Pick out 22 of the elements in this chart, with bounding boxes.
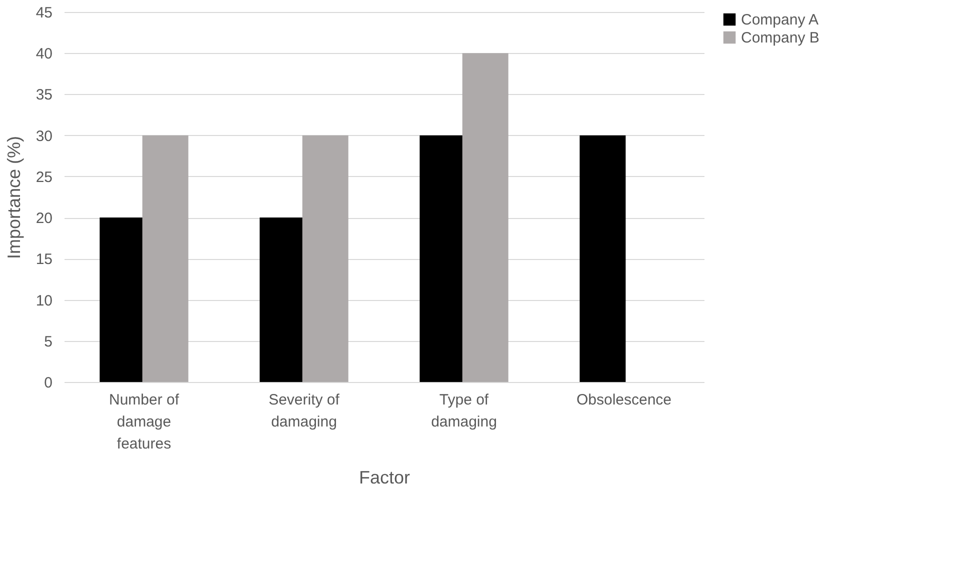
- y-tick-label: 35: [36, 86, 52, 104]
- y-tick-label: 20: [36, 210, 52, 228]
- y-tick-label: 45: [36, 4, 52, 22]
- y-tick-label: 5: [44, 333, 52, 350]
- x-tick-label: Number of damage features: [108, 392, 180, 452]
- x-tick-label: Severity of damaging: [268, 392, 340, 430]
- y-tick-label: 10: [36, 292, 52, 310]
- y-tick-label: 15: [36, 251, 52, 268]
- y-tick-label: 40: [36, 46, 52, 63]
- x-axis-title: Factor: [358, 468, 410, 488]
- x-tick-label: Obsolescence: [576, 392, 672, 408]
- bar: [142, 135, 188, 382]
- y-tick-label: 25: [36, 168, 52, 186]
- bar: [302, 135, 348, 382]
- y-tick-label: 30: [36, 128, 52, 145]
- legend-label: Company A: [741, 12, 819, 28]
- bar: [580, 135, 626, 382]
- legend-label: Company B: [741, 30, 820, 46]
- x-tick-label: Type of damaging: [431, 392, 497, 430]
- y-axis-title: Importance (%): [4, 136, 24, 260]
- y-tick-label: 0: [44, 374, 52, 392]
- bar: [462, 53, 508, 382]
